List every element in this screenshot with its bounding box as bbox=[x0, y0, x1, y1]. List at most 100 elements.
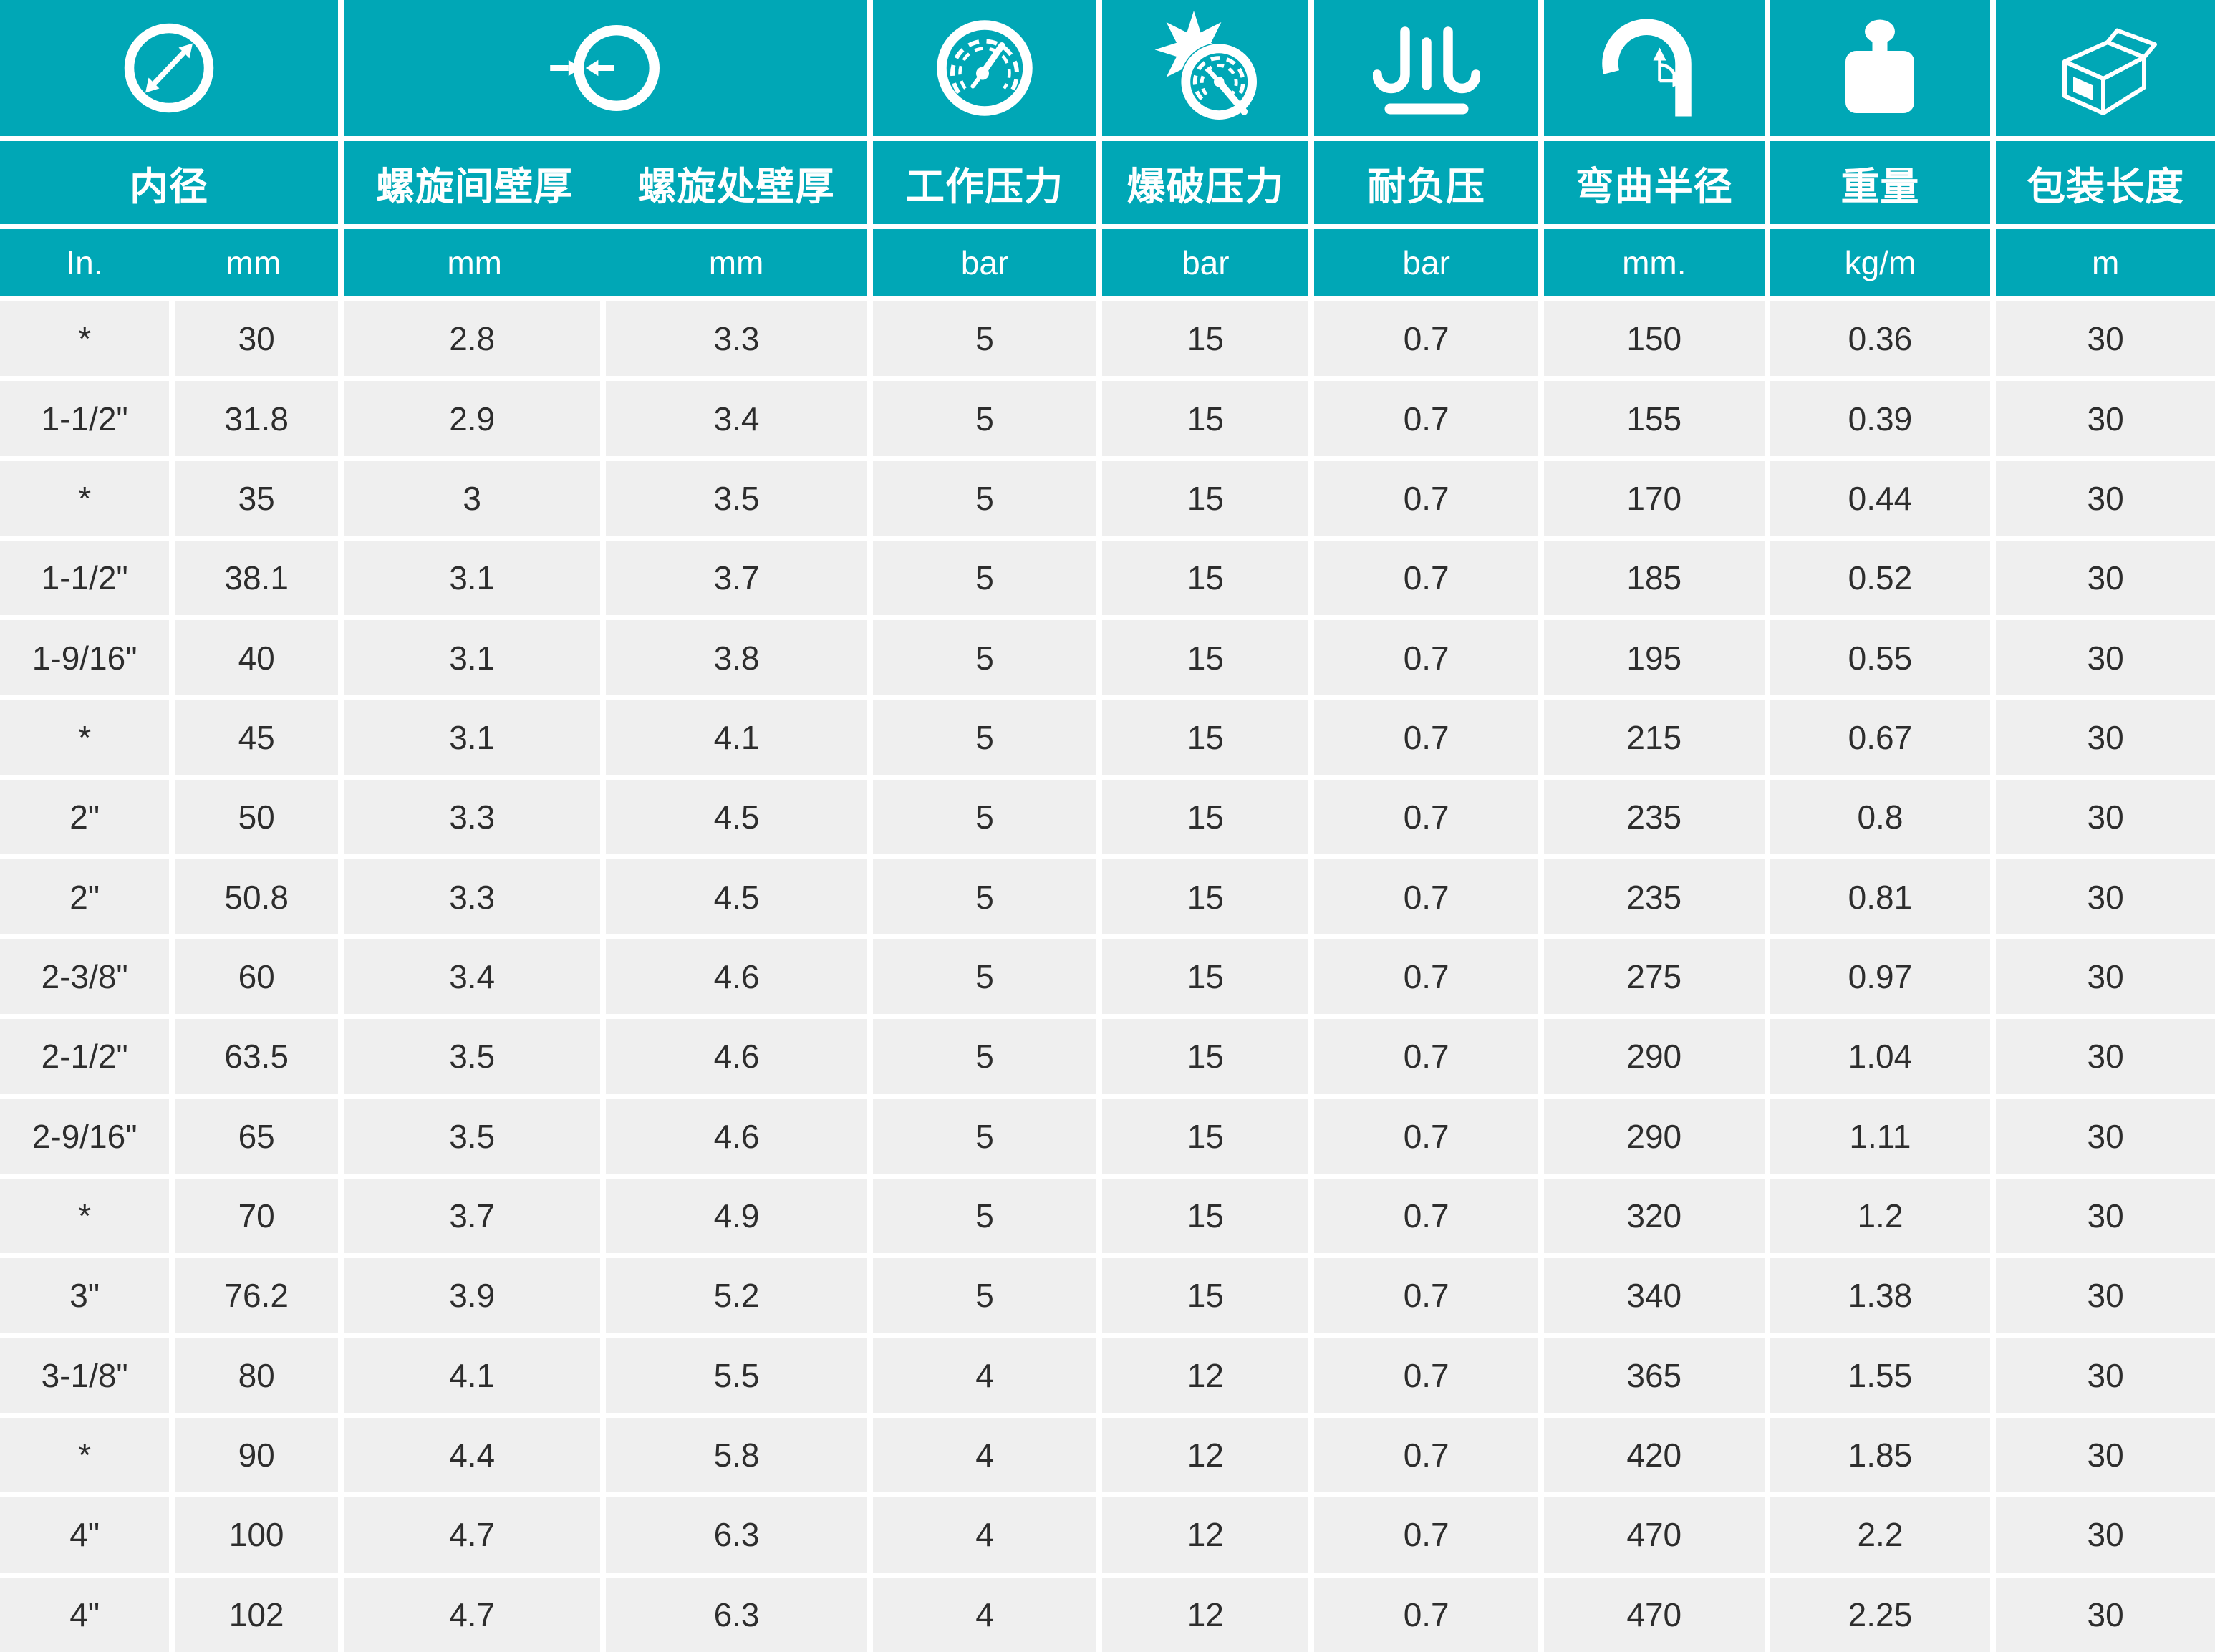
cell-r13-c6: 15 bbox=[1102, 1258, 1309, 1333]
cell-r2-c7: 0.7 bbox=[1314, 381, 1538, 456]
cell-r4-c5: 5 bbox=[872, 541, 1097, 616]
cell-r16-c9: 2.2 bbox=[1770, 1497, 1991, 1573]
cell-r2-c8: 155 bbox=[1543, 381, 1765, 456]
cell-r8-c1: 2" bbox=[0, 859, 170, 934]
cell-r6-c4: 4.1 bbox=[606, 700, 867, 776]
cell-r17-c7: 0.7 bbox=[1314, 1577, 1538, 1652]
cell-r4-c9: 0.52 bbox=[1770, 541, 1991, 616]
cell-r5-c5: 5 bbox=[872, 620, 1097, 695]
cell-r5-c1: 1-9/16" bbox=[0, 620, 170, 695]
cell-r14-c10: 30 bbox=[1996, 1338, 2215, 1413]
cell-r16-c8: 470 bbox=[1543, 1497, 1765, 1573]
cell-r3-c3: 3 bbox=[343, 460, 601, 536]
cell-r2-c5: 5 bbox=[872, 381, 1097, 456]
cell-r11-c6: 15 bbox=[1102, 1098, 1309, 1174]
cell-r8-c9: 0.81 bbox=[1770, 859, 1991, 934]
cell-r13-c5: 5 bbox=[872, 1258, 1097, 1333]
cell-r2-c6: 15 bbox=[1102, 381, 1309, 456]
cell-r7-c6: 15 bbox=[1102, 780, 1309, 855]
cell-r7-c7: 0.7 bbox=[1314, 780, 1538, 855]
cell-r3-c2: 35 bbox=[175, 460, 338, 536]
cell-r3-c5: 5 bbox=[872, 460, 1097, 536]
cell-r1-c7: 0.7 bbox=[1314, 301, 1538, 377]
cell-r11-c1: 2-9/16" bbox=[0, 1098, 170, 1174]
cell-r7-c2: 50 bbox=[175, 780, 338, 855]
cell-r3-c10: 30 bbox=[1996, 460, 2215, 536]
cell-r9-c9: 0.97 bbox=[1770, 939, 1991, 1015]
cell-r13-c4: 5.2 bbox=[606, 1258, 867, 1333]
package-length-label: 包装长度 bbox=[2027, 165, 2185, 208]
cell-r5-c9: 0.55 bbox=[1770, 620, 1991, 695]
burst-pressure-icon bbox=[1154, 11, 1258, 121]
cell-r13-c8: 340 bbox=[1543, 1258, 1765, 1333]
cell-r7-c10: 30 bbox=[1996, 780, 2215, 855]
cell-r17-c3: 4.7 bbox=[343, 1577, 601, 1652]
cell-r8-c10: 30 bbox=[1996, 859, 2215, 934]
cell-r9-c4: 4.6 bbox=[606, 939, 867, 1015]
cell-r7-c4: 4.5 bbox=[606, 780, 867, 855]
header-icon-inner-diameter bbox=[0, 0, 338, 136]
working-pressure-label: 工作压力 bbox=[905, 165, 1063, 208]
package-box-icon bbox=[2062, 28, 2158, 115]
inner-diameter-icon bbox=[124, 23, 214, 113]
cell-r11-c3: 3.5 bbox=[343, 1098, 601, 1174]
cell-r13-c9: 1.38 bbox=[1770, 1258, 1991, 1333]
unit-working-pressure: bar bbox=[872, 229, 1097, 296]
cell-r8-c6: 15 bbox=[1102, 859, 1309, 934]
unit-bend-radius: mm. bbox=[1543, 229, 1765, 296]
cell-r5-c2: 40 bbox=[175, 620, 338, 695]
vacuum-label: 耐负压 bbox=[1367, 165, 1486, 208]
bend-radius-label: 弯曲半径 bbox=[1575, 165, 1733, 208]
col-header-working-pressure: 工作压力 bbox=[872, 141, 1097, 224]
cell-r14-c4: 5.5 bbox=[606, 1338, 867, 1413]
unit-vacuum: bar bbox=[1314, 229, 1538, 296]
cell-r12-c6: 15 bbox=[1102, 1178, 1309, 1254]
cell-r15-c3: 4.4 bbox=[343, 1417, 601, 1493]
col-header-inner-diameter: 内径 bbox=[0, 141, 338, 224]
cell-r2-c4: 3.4 bbox=[606, 381, 867, 456]
cell-r7-c9: 0.8 bbox=[1770, 780, 1991, 855]
unit-inch: In. bbox=[66, 244, 103, 281]
cell-r12-c3: 3.7 bbox=[343, 1178, 601, 1254]
cell-r13-c1: 3" bbox=[0, 1258, 170, 1333]
cell-r15-c8: 420 bbox=[1543, 1417, 1765, 1493]
cell-r3-c9: 0.44 bbox=[1770, 460, 1991, 536]
cell-r2-c3: 2.9 bbox=[343, 381, 601, 456]
cell-r12-c7: 0.7 bbox=[1314, 1178, 1538, 1254]
cell-r5-c6: 15 bbox=[1102, 620, 1309, 695]
cell-r12-c10: 30 bbox=[1996, 1178, 2215, 1254]
cell-r3-c4: 3.5 bbox=[606, 460, 867, 536]
cell-r9-c10: 30 bbox=[1996, 939, 2215, 1015]
cell-r13-c7: 0.7 bbox=[1314, 1258, 1538, 1333]
cell-r9-c3: 3.4 bbox=[343, 939, 601, 1015]
cell-r1-c5: 5 bbox=[872, 301, 1097, 377]
cell-r2-c1: 1-1/2" bbox=[0, 381, 170, 456]
unit-burst-pressure: bar bbox=[1102, 229, 1309, 296]
cell-r8-c7: 0.7 bbox=[1314, 859, 1538, 934]
unit-m: m bbox=[2091, 244, 2120, 281]
cell-r11-c10: 30 bbox=[1996, 1098, 2215, 1174]
units-inner-diameter: In. mm bbox=[0, 229, 338, 296]
cell-r1-c3: 2.8 bbox=[343, 301, 601, 377]
header-icon-burst-pressure bbox=[1102, 0, 1309, 136]
col-header-wall-thickness: 螺旋间壁厚 螺旋处壁厚 bbox=[343, 141, 867, 224]
wall-at-spiral-label: 螺旋处壁厚 bbox=[637, 165, 835, 208]
cell-r7-c8: 235 bbox=[1543, 780, 1765, 855]
cell-r1-c6: 15 bbox=[1102, 301, 1309, 377]
weight-icon bbox=[1845, 19, 1915, 113]
cell-r4-c4: 3.7 bbox=[606, 541, 867, 616]
col-header-package-length: 包装长度 bbox=[1996, 141, 2215, 224]
cell-r8-c4: 4.5 bbox=[606, 859, 867, 934]
cell-r6-c5: 5 bbox=[872, 700, 1097, 776]
cell-r14-c2: 80 bbox=[175, 1338, 338, 1413]
cell-r7-c5: 5 bbox=[872, 780, 1097, 855]
cell-r10-c9: 1.04 bbox=[1770, 1019, 1991, 1094]
cell-r9-c5: 5 bbox=[872, 939, 1097, 1015]
header-icon-bend-radius bbox=[1543, 0, 1765, 136]
cell-r15-c7: 0.7 bbox=[1314, 1417, 1538, 1493]
cell-r10-c7: 0.7 bbox=[1314, 1019, 1538, 1094]
cell-r11-c9: 1.11 bbox=[1770, 1098, 1991, 1174]
unit-package-length: m bbox=[1996, 229, 2215, 296]
cell-r4-c8: 185 bbox=[1543, 541, 1765, 616]
